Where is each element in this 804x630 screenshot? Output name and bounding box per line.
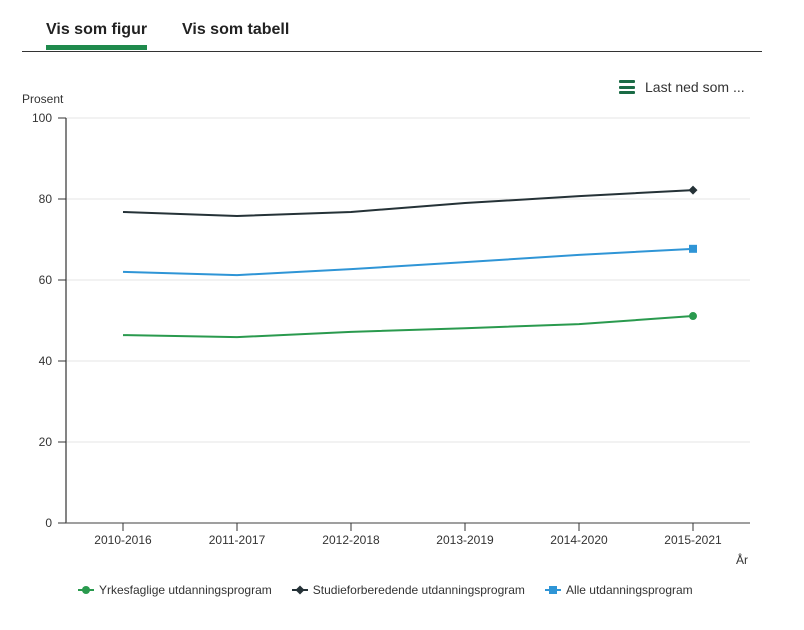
tab-show-as-figure[interactable]: Vis som figur [46, 21, 148, 50]
x-axis-title: År [736, 552, 748, 567]
y-tick-label: 20 [39, 435, 53, 449]
x-tick-label: 2013-2019 [436, 533, 494, 547]
chart-legend: Yrkesfaglige utdanningsprogram Studieforb… [78, 583, 693, 597]
y-tick-label: 0 [45, 516, 52, 530]
data-point-marker [689, 244, 697, 253]
y-tick-label: 80 [39, 192, 53, 206]
x-tick-label: 2015-2021 [664, 533, 722, 547]
legend-item[interactable]: Yrkesfaglige utdanningsprogram [78, 583, 272, 597]
y-axis-title: Prosent [22, 92, 64, 106]
legend-item[interactable]: Studieforberedende utdanningsprogram [291, 583, 525, 597]
x-tick-label: 2011-2017 [209, 533, 266, 547]
y-tick-label: 100 [32, 111, 52, 125]
y-tick-label: 40 [39, 354, 53, 368]
tab-show-as-table[interactable]: Vis som tabell [182, 21, 290, 38]
data-point-marker [688, 185, 698, 195]
y-tick-label: 60 [39, 273, 53, 287]
diamond-marker-icon [291, 585, 308, 595]
x-tick-label: 2012-2018 [322, 533, 380, 547]
series-line [122, 189, 694, 218]
hamburger-menu-icon [619, 80, 635, 94]
circle-marker-icon [78, 585, 94, 595]
series-line [122, 315, 694, 339]
legend-label: Yrkesfaglige utdanningsprogram [99, 583, 272, 597]
download-menu-button[interactable]: Last ned som ... [619, 78, 745, 96]
series-2 [122, 244, 697, 277]
download-label: Last ned som ... [645, 79, 745, 95]
series-1 [122, 185, 698, 218]
legend-item[interactable]: Alle utdanningsprogram [544, 583, 693, 597]
legend-label: Alle utdanningsprogram [565, 583, 693, 597]
series-0 [122, 312, 697, 339]
legend-label: Studieforberedende utdanningsprogram [312, 583, 525, 597]
data-point-marker [689, 312, 697, 321]
square-marker-icon [544, 585, 561, 595]
x-tick-label: 2014-2020 [550, 533, 608, 547]
view-tabs: Vis som figur Vis som tabell [22, 0, 762, 52]
x-tick-label: 2010-2016 [94, 533, 152, 547]
series-line [122, 247, 694, 277]
